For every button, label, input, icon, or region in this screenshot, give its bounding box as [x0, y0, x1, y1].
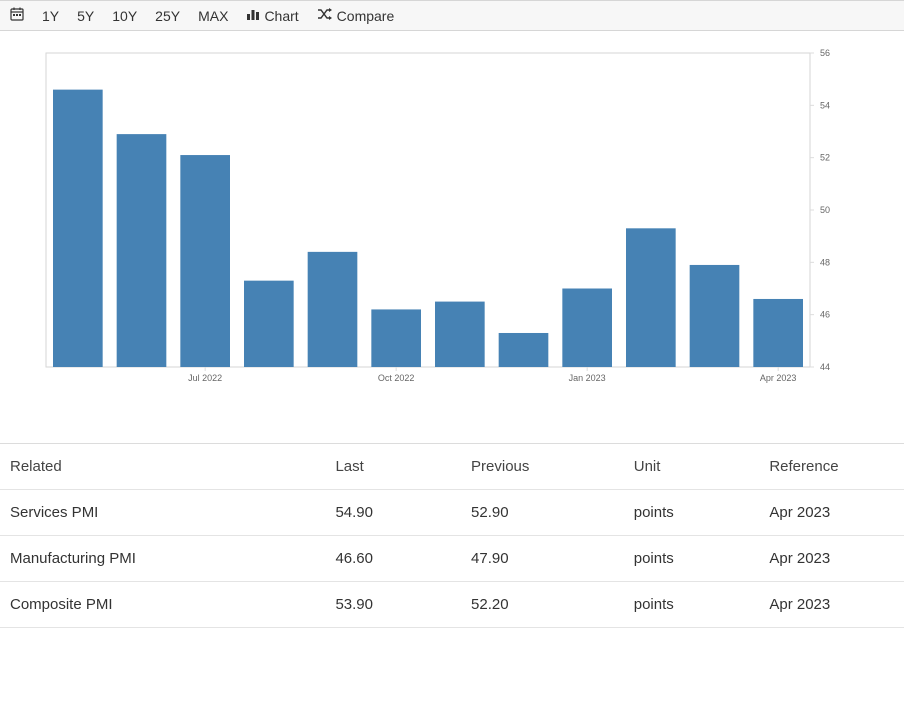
svg-text:Apr 2023: Apr 2023: [760, 373, 797, 383]
chart-area: 44 46 48 50 52 54 56 Jul 2022 Oct 2022 Jan 2023 Ap…: [0, 31, 904, 443]
svg-text:46: 46: [820, 310, 830, 320]
bar-11: [753, 299, 803, 367]
col-header: Unit: [624, 444, 760, 490]
svg-text:56: 56: [820, 48, 830, 58]
cell: points: [624, 536, 760, 582]
bar-9: [626, 228, 676, 367]
table-row: Composite PMI53.9052.20pointsApr 2023: [0, 582, 904, 628]
svg-text:Oct 2022: Oct 2022: [378, 373, 415, 383]
col-header: Related: [0, 444, 325, 490]
bar-10: [690, 265, 740, 367]
bar-1: [117, 134, 167, 367]
bar-2: [180, 155, 230, 367]
cell: Apr 2023: [759, 582, 904, 628]
table-row: Services PMI54.9052.90pointsApr 2023: [0, 490, 904, 536]
range-1y[interactable]: 1Y: [42, 8, 59, 24]
col-header: Last: [325, 444, 461, 490]
svg-text:50: 50: [820, 205, 830, 215]
svg-text:Jul 2022: Jul 2022: [188, 373, 222, 383]
bar-5: [371, 309, 421, 367]
cell: 46.60: [325, 536, 461, 582]
table-row: Manufacturing PMI46.6047.90pointsApr 202…: [0, 536, 904, 582]
col-header: Reference: [759, 444, 904, 490]
bar-4: [308, 252, 358, 367]
cell: 54.90: [325, 490, 461, 536]
toolbar: 1Y 5Y 10Y 25Y MAX Chart Compare: [0, 0, 904, 31]
compare-label: Compare: [337, 8, 395, 24]
row-label[interactable]: Composite PMI: [0, 582, 325, 628]
svg-text:Jan 2023: Jan 2023: [569, 373, 606, 383]
shuffle-icon: [317, 7, 333, 24]
chart-label: Chart: [264, 8, 298, 24]
bar-0: [53, 90, 103, 367]
bar-3: [244, 281, 294, 367]
related-table: RelatedLastPreviousUnitReference Service…: [0, 443, 904, 628]
row-label[interactable]: Services PMI: [0, 490, 325, 536]
cell: 52.90: [461, 490, 624, 536]
row-label[interactable]: Manufacturing PMI: [0, 536, 325, 582]
bar-7: [499, 333, 549, 367]
range-25y[interactable]: 25Y: [155, 8, 180, 24]
bar-8: [562, 289, 612, 368]
range-5y[interactable]: 5Y: [77, 8, 94, 24]
range-max[interactable]: MAX: [198, 8, 228, 24]
bar-6: [435, 302, 485, 367]
cell: Apr 2023: [759, 490, 904, 536]
calendar-icon[interactable]: [10, 7, 24, 24]
col-header: Previous: [461, 444, 624, 490]
bar-chart-icon: [246, 7, 260, 24]
svg-text:48: 48: [820, 257, 830, 267]
cell: 52.20: [461, 582, 624, 628]
svg-text:44: 44: [820, 362, 830, 372]
bar-chart: 44 46 48 50 52 54 56 Jul 2022 Oct 2022 Jan 2023 Ap…: [18, 43, 858, 393]
cell: 47.90: [461, 536, 624, 582]
chart-button[interactable]: Chart: [246, 7, 298, 24]
svg-text:54: 54: [820, 100, 830, 110]
cell: Apr 2023: [759, 536, 904, 582]
range-10y[interactable]: 10Y: [112, 8, 137, 24]
cell: points: [624, 490, 760, 536]
cell: 53.90: [325, 582, 461, 628]
svg-text:52: 52: [820, 153, 830, 163]
compare-button[interactable]: Compare: [317, 7, 395, 24]
cell: points: [624, 582, 760, 628]
